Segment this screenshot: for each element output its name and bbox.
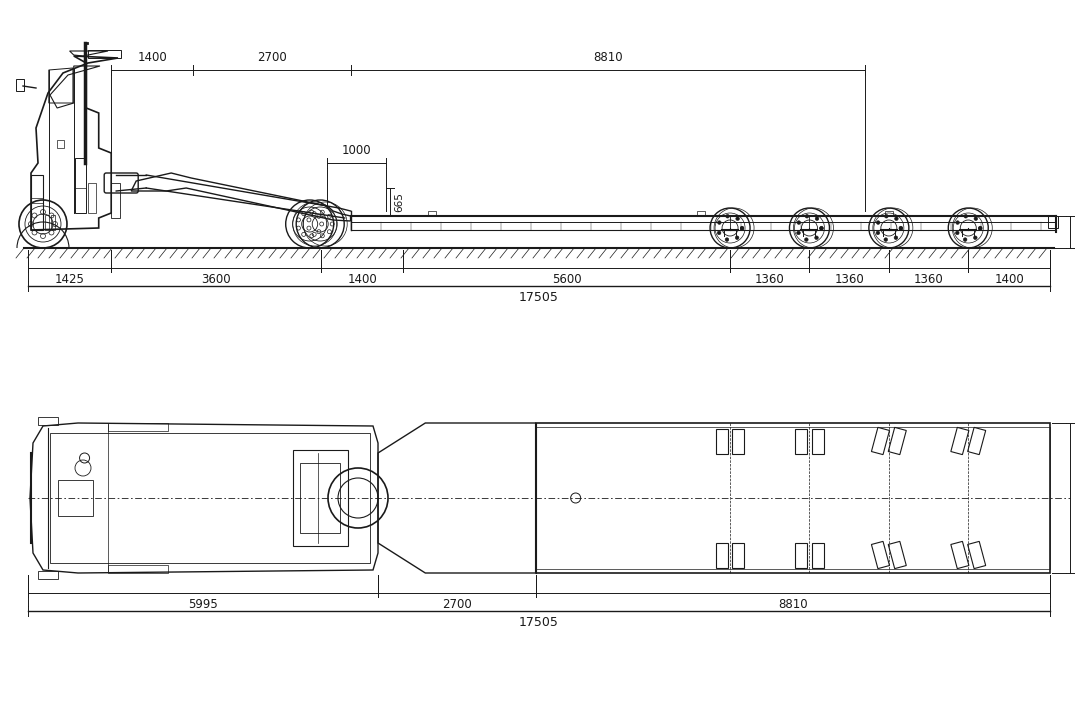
Text: 17505: 17505 <box>519 616 559 629</box>
Text: 1425: 1425 <box>55 273 84 286</box>
Bar <box>88 183 96 213</box>
Bar <box>16 79 24 91</box>
Bar <box>38 571 58 579</box>
Bar <box>111 183 120 218</box>
Bar <box>300 463 340 533</box>
Text: 5600: 5600 <box>551 273 582 286</box>
Circle shape <box>797 221 800 225</box>
Circle shape <box>717 231 721 235</box>
Text: 665: 665 <box>394 192 405 212</box>
Text: 17505: 17505 <box>519 291 559 304</box>
Circle shape <box>736 236 739 240</box>
Bar <box>44 215 48 230</box>
Bar <box>75 158 86 213</box>
Text: 1360: 1360 <box>913 273 943 286</box>
Circle shape <box>725 238 729 242</box>
Text: 1400: 1400 <box>348 273 377 286</box>
Circle shape <box>895 217 898 220</box>
Bar <box>697 211 704 216</box>
Bar <box>108 423 168 431</box>
Text: 1360: 1360 <box>835 273 864 286</box>
Circle shape <box>797 231 800 235</box>
Circle shape <box>978 227 982 230</box>
Bar <box>31 175 43 230</box>
Bar <box>52 215 55 230</box>
Circle shape <box>806 215 809 218</box>
Bar <box>885 211 893 216</box>
Circle shape <box>955 221 960 225</box>
Bar <box>50 433 370 563</box>
Circle shape <box>736 217 740 220</box>
Circle shape <box>974 217 978 220</box>
Text: 5995: 5995 <box>188 598 218 611</box>
Bar <box>535 427 1050 569</box>
Circle shape <box>979 226 982 230</box>
Circle shape <box>899 226 903 230</box>
Bar <box>57 140 64 148</box>
Circle shape <box>877 221 880 225</box>
Text: 2700: 2700 <box>442 598 472 611</box>
Circle shape <box>964 215 967 218</box>
Bar <box>535 423 1050 573</box>
Circle shape <box>884 238 887 242</box>
Bar <box>88 50 122 58</box>
Bar <box>38 417 58 425</box>
Text: 8810: 8810 <box>778 598 808 611</box>
Circle shape <box>974 236 977 240</box>
Circle shape <box>820 226 823 230</box>
Circle shape <box>815 217 819 220</box>
Bar <box>293 450 348 546</box>
Text: 1400: 1400 <box>994 273 1024 286</box>
Text: 3600: 3600 <box>201 273 232 286</box>
Text: 8810: 8810 <box>593 51 623 64</box>
Circle shape <box>814 236 819 240</box>
Circle shape <box>805 238 808 242</box>
Circle shape <box>740 226 744 230</box>
Circle shape <box>820 227 823 230</box>
Bar <box>1048 216 1058 228</box>
Text: 1400: 1400 <box>137 51 167 64</box>
Circle shape <box>740 227 744 230</box>
Circle shape <box>726 215 729 218</box>
Text: 1360: 1360 <box>755 273 785 286</box>
Circle shape <box>955 231 960 235</box>
Bar <box>108 565 168 573</box>
Circle shape <box>717 221 722 225</box>
Circle shape <box>884 215 889 218</box>
Text: 2700: 2700 <box>257 51 286 64</box>
Bar <box>58 480 93 516</box>
Text: 1000: 1000 <box>341 144 372 157</box>
Circle shape <box>963 238 967 242</box>
Bar <box>429 211 436 216</box>
Circle shape <box>899 227 903 230</box>
Circle shape <box>894 236 898 240</box>
Circle shape <box>876 231 880 235</box>
